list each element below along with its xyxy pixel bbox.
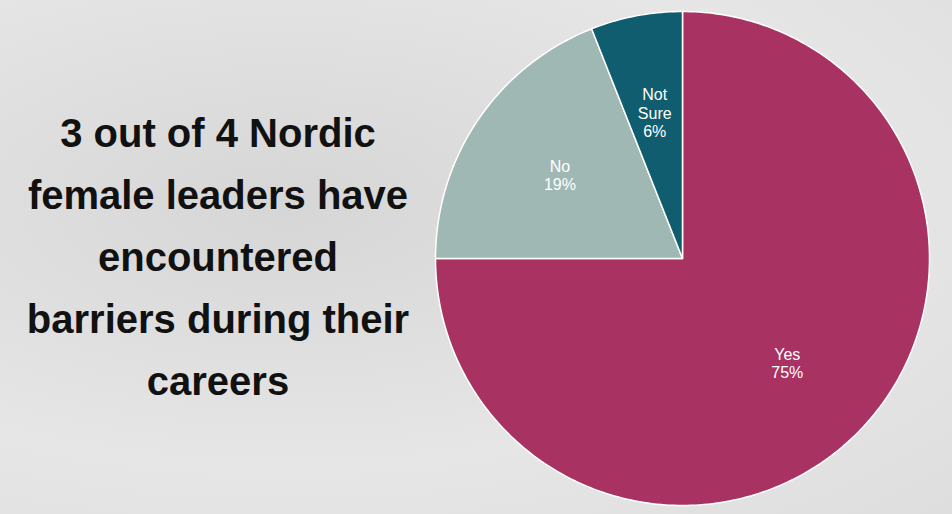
svg-text:NotSure6%: NotSure6% <box>638 86 672 140</box>
svg-text:Yes75%: Yes75% <box>771 346 803 381</box>
html-text:3 out of 4 Nordic female leade: 3 out of 4 Nordic female leaders have en… <box>26 111 410 403</box>
svg-text:No19%: No19% <box>544 158 576 193</box>
